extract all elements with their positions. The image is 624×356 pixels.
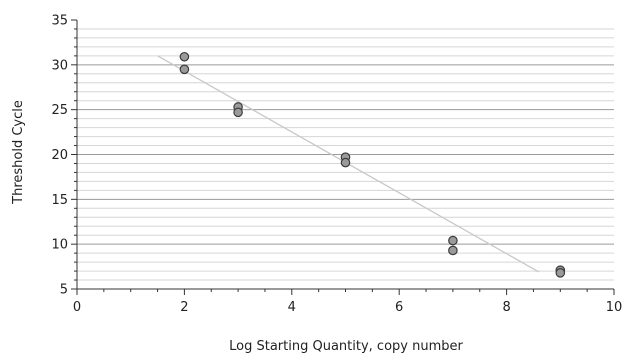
data-point <box>179 51 190 62</box>
data-point <box>340 157 351 168</box>
data-point <box>448 235 458 246</box>
y-tick-label: 15 <box>51 193 68 208</box>
data-point <box>233 107 243 118</box>
x-tick-label: 2 <box>180 300 188 315</box>
x-tick-label: 4 <box>288 300 296 315</box>
axes <box>71 19 615 295</box>
y-tick-label: 10 <box>51 238 68 253</box>
x-tick-label: 0 <box>73 300 81 315</box>
data-point <box>179 64 190 75</box>
y-tick-label: 20 <box>51 148 68 163</box>
grid-layer <box>77 20 614 289</box>
y-tick-label: 25 <box>51 103 68 118</box>
y-tick-label: 5 <box>60 283 68 298</box>
data-point <box>448 245 458 256</box>
data-points <box>179 51 566 278</box>
x-tick-label: 6 <box>395 300 403 315</box>
y-axis-label: Threshold Cycle <box>11 100 26 205</box>
x-tick-label: 8 <box>502 300 510 315</box>
x-axis-label: Log Starting Quantity, copy number <box>229 339 463 354</box>
y-tick-label: 35 <box>51 14 68 29</box>
tick-labels: 5 10 15 20 25 30 35 0 2 4 6 8 10 <box>51 14 622 316</box>
data-point <box>555 268 566 278</box>
x-tick-label: 10 <box>606 300 623 315</box>
y-tick-label: 30 <box>51 58 68 73</box>
